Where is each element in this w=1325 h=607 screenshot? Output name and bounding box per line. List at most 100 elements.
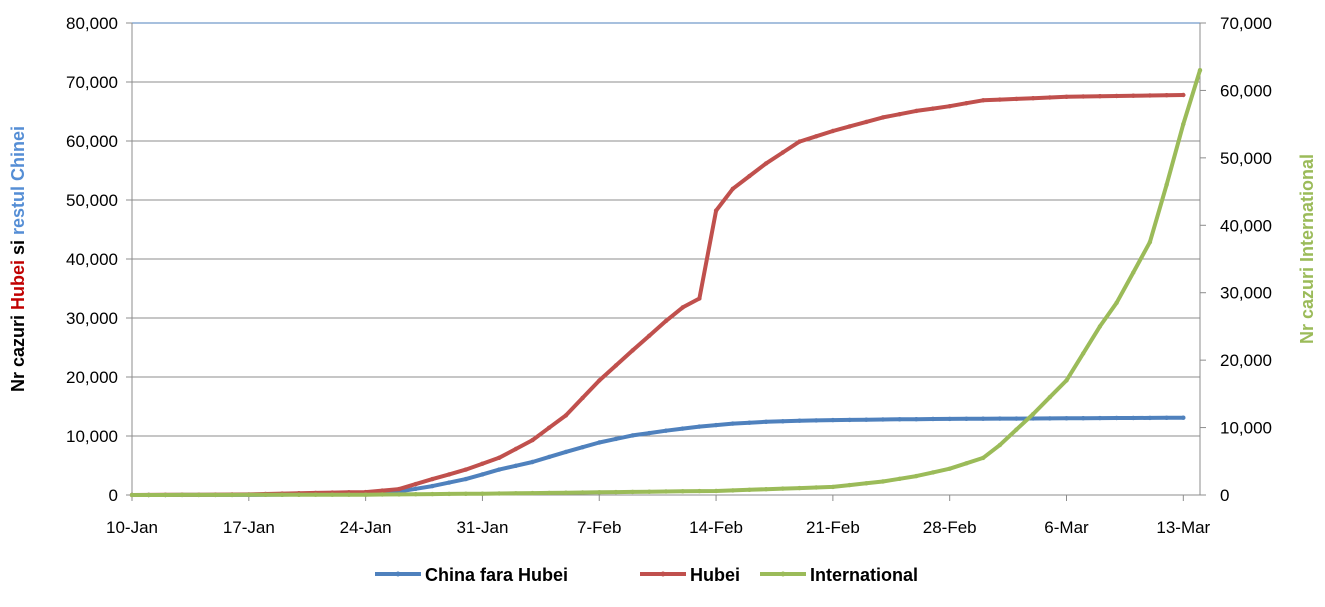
data-point (997, 442, 1002, 448)
data-point (647, 430, 652, 436)
data-point (647, 489, 652, 494)
data-point (430, 476, 435, 482)
data-point (263, 492, 268, 497)
data-point (747, 420, 752, 425)
data-point (814, 485, 819, 490)
data-point (530, 490, 535, 496)
data-point (163, 492, 168, 498)
data-point (547, 454, 552, 460)
data-point (930, 106, 936, 111)
data-point (396, 492, 402, 497)
data-point (1047, 395, 1053, 400)
data-point (1014, 427, 1019, 432)
data-point (964, 101, 969, 106)
data-point (980, 416, 986, 421)
data-point (1147, 93, 1153, 98)
data-point (663, 428, 669, 433)
data-point (1064, 416, 1069, 421)
data-point (980, 455, 986, 461)
series-china-fara-hubei (129, 415, 1186, 498)
data-point (280, 492, 285, 497)
data-point (563, 449, 569, 455)
y-left-tick-label: 20,000 (66, 368, 118, 387)
data-point (246, 492, 251, 497)
data-point (129, 492, 135, 498)
data-point (430, 491, 435, 497)
data-point (179, 492, 185, 498)
data-point (530, 459, 535, 465)
legend-marker (660, 571, 666, 577)
data-point (747, 487, 752, 492)
data-point (763, 419, 769, 424)
data-point (1181, 92, 1186, 98)
data-point (797, 485, 802, 491)
y-right-axis-label: Nr cazuri International (1297, 154, 1317, 344)
x-tick-label: 7-Feb (577, 518, 621, 537)
data-point (797, 418, 802, 423)
data-point (663, 318, 669, 324)
data-point (446, 491, 452, 497)
data-point (780, 150, 785, 155)
legend-marker (780, 571, 786, 577)
data-point (864, 481, 869, 486)
data-point (680, 489, 685, 494)
data-point (897, 417, 902, 422)
data-point (1097, 324, 1103, 329)
data-point (914, 417, 919, 422)
data-point (463, 476, 468, 482)
data-point (1047, 95, 1053, 100)
data-point (964, 461, 969, 466)
data-point (630, 489, 635, 495)
y-left-axis-label-part: Nr cazuri (8, 310, 28, 392)
data-point (914, 473, 919, 479)
data-point (597, 490, 602, 495)
data-point (380, 492, 385, 497)
data-point (480, 472, 485, 477)
data-point (847, 482, 852, 488)
data-point (613, 489, 619, 495)
data-point (413, 492, 418, 497)
data-point (346, 492, 352, 497)
data-point (1114, 93, 1119, 99)
data-point (380, 488, 385, 493)
data-point (313, 492, 318, 497)
data-point (613, 436, 619, 442)
data-point (513, 491, 518, 496)
data-point (480, 461, 485, 466)
legend-label: Hubei (690, 565, 740, 585)
data-point (1147, 239, 1153, 245)
y-right-tick-label: 70,000 (1220, 14, 1272, 33)
data-point (847, 124, 852, 129)
data-point (597, 378, 602, 383)
legend: China fara Hubei Hubei International (375, 565, 918, 585)
data-point (213, 492, 218, 498)
data-point (1014, 416, 1019, 421)
data-point (947, 466, 952, 471)
series-hubei (129, 92, 1186, 498)
data-point (730, 186, 735, 191)
data-point (463, 491, 468, 496)
data-point (663, 489, 669, 494)
data-point (530, 437, 535, 443)
data-point (547, 490, 552, 496)
y-left-tick-label: 10,000 (66, 427, 118, 446)
data-point (713, 422, 719, 428)
data-point (763, 487, 769, 492)
data-point (630, 433, 635, 438)
data-point (1081, 94, 1086, 99)
data-point (930, 470, 936, 475)
data-point (480, 491, 485, 496)
data-point (1064, 94, 1069, 100)
legend-label: China fara Hubei (425, 565, 568, 585)
data-point (830, 417, 836, 423)
data-point (897, 476, 902, 481)
data-point (880, 479, 886, 484)
y-left-axis-label: Nr cazuri Hubei si restul Chinei (8, 126, 28, 392)
data-point (563, 490, 569, 495)
data-point (880, 417, 886, 422)
data-point (980, 98, 986, 103)
data-point (814, 418, 819, 423)
data-point (730, 488, 735, 493)
data-point (697, 488, 702, 494)
